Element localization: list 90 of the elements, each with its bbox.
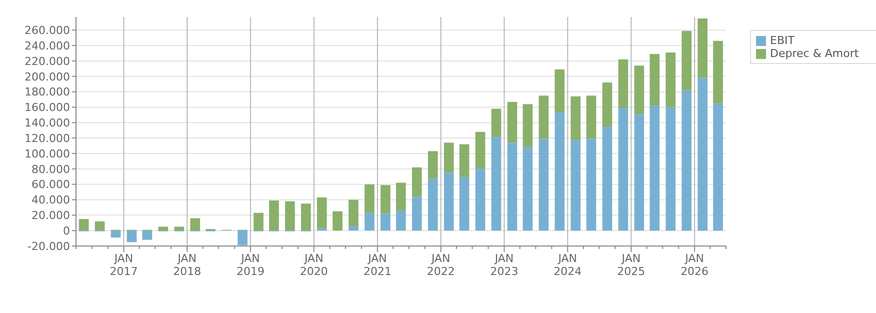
bar (317, 197, 327, 228)
x-tick-label: JAN 2026 (680, 252, 709, 278)
y-tick-label: -20.000 (28, 240, 70, 253)
bar (650, 54, 660, 106)
bar (554, 69, 565, 113)
bar (698, 78, 708, 231)
bar (78, 219, 89, 231)
bar (348, 200, 358, 226)
bar (428, 178, 438, 231)
bar (713, 40, 723, 104)
bar (650, 106, 660, 231)
bar (142, 230, 152, 240)
bar (459, 144, 470, 178)
bar (94, 221, 105, 231)
x-tick-label: JAN 2024 (554, 252, 582, 278)
bar (570, 96, 581, 140)
bar (634, 66, 644, 114)
bar (634, 114, 644, 231)
bar (364, 212, 374, 231)
bar (348, 226, 358, 231)
bar (586, 138, 596, 231)
y-tick-label: 200.000 (24, 70, 70, 84)
bar (444, 172, 454, 231)
y-tick-label: 180.000 (24, 86, 70, 99)
bar (491, 108, 502, 138)
y-tick-label: 60.000 (32, 178, 70, 192)
bar (538, 138, 549, 231)
bar (713, 103, 723, 231)
legend-label: EBIT (770, 34, 794, 47)
bar (522, 146, 533, 231)
bar (412, 167, 422, 197)
bar (428, 151, 438, 179)
bar (618, 108, 628, 231)
y-tick-label: 80.000 (32, 162, 70, 176)
y-tick-label: 260.000 (24, 24, 70, 38)
y-tick-label: 0 (63, 224, 70, 238)
bar (538, 96, 549, 139)
y-tick-label: 220.000 (24, 54, 70, 68)
bar (522, 104, 533, 147)
y-tick-label: 100.000 (24, 147, 70, 160)
bar (396, 210, 406, 231)
y-tick-label: 240.000 (24, 39, 70, 52)
bar (254, 212, 264, 231)
bar (570, 140, 581, 231)
bar (602, 82, 612, 126)
bar (554, 112, 565, 231)
x-tick-label: JAN 2022 (426, 252, 455, 278)
bar (174, 226, 184, 231)
bar (507, 142, 518, 231)
legend-label: Deprec & Amort (770, 47, 859, 60)
bar (475, 168, 486, 231)
x-tick-label: JAN 2023 (490, 252, 518, 278)
x-tick-label: JAN 2017 (110, 252, 138, 278)
bar (364, 184, 374, 213)
bar (507, 102, 518, 143)
bar (396, 182, 406, 211)
bar (682, 90, 692, 231)
y-tick-label: 40.000 (32, 194, 70, 207)
bar (238, 230, 248, 246)
bar (491, 137, 502, 231)
bar (126, 230, 137, 242)
bar (602, 126, 612, 231)
bar (332, 211, 342, 231)
x-tick-label: JAN 2020 (300, 252, 328, 278)
x-tick-label: JAN 2021 (363, 252, 392, 278)
bar (301, 204, 311, 231)
bar (618, 59, 628, 108)
bar (190, 218, 200, 231)
y-tick-label: 120.000 (24, 132, 70, 145)
y-tick-label: 20.000 (32, 209, 70, 222)
x-tick-label: JAN 2025 (617, 252, 646, 278)
bar (586, 96, 596, 139)
bar (412, 196, 422, 231)
x-tick-label: JAN 2019 (236, 252, 265, 278)
y-tick-label: 160.000 (24, 101, 70, 114)
bar (285, 201, 295, 231)
y-tick-label: 140.000 (24, 116, 70, 130)
bar (666, 107, 676, 231)
bar (682, 30, 692, 90)
bar (380, 214, 390, 231)
bar (110, 230, 121, 238)
bar (475, 132, 486, 169)
bar (444, 142, 454, 173)
bar (459, 177, 470, 231)
bar (158, 226, 168, 231)
bar (380, 185, 390, 214)
x-tick-label: JAN 2018 (173, 252, 202, 278)
bar (269, 200, 279, 231)
bar (698, 18, 708, 78)
bar (666, 52, 676, 108)
